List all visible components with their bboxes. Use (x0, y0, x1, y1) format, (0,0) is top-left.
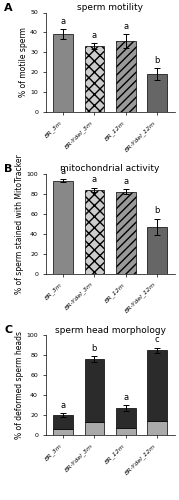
Bar (147, 421, 167, 435)
Bar (53, 429, 73, 435)
Bar (85, 422, 104, 435)
Text: c: c (155, 336, 159, 344)
Y-axis label: % of motile sperm: % of motile sperm (19, 28, 28, 98)
Title: mitochondrial activity: mitochondrial activity (60, 164, 160, 173)
Bar (147, 350, 167, 421)
Bar (85, 360, 104, 422)
Text: B: B (4, 164, 13, 174)
Text: b: b (154, 206, 160, 216)
Title: sperm motility: sperm motility (77, 2, 143, 12)
Bar (116, 192, 136, 274)
Text: C: C (4, 326, 13, 336)
Text: b: b (154, 56, 160, 65)
Text: a: a (60, 167, 66, 176)
Y-axis label: % of deformed sperm heads: % of deformed sperm heads (15, 331, 24, 439)
Bar (147, 226, 167, 274)
Y-axis label: % of sperm stained with MitoTracker: % of sperm stained with MitoTracker (15, 154, 24, 294)
Bar (116, 42, 136, 112)
Bar (85, 46, 104, 112)
Bar (53, 415, 73, 429)
Bar (116, 408, 136, 428)
Text: a: a (123, 392, 128, 402)
Text: a: a (60, 17, 66, 26)
Bar (116, 428, 136, 435)
Text: A: A (4, 2, 13, 12)
Bar (85, 190, 104, 274)
Text: a: a (92, 31, 97, 40)
Bar (53, 34, 73, 112)
Text: a: a (123, 22, 128, 31)
Text: a: a (92, 176, 97, 184)
Bar (147, 74, 167, 112)
Text: b: b (92, 344, 97, 353)
Title: sperm head morphology: sperm head morphology (55, 326, 166, 334)
Bar (53, 181, 73, 274)
Text: a: a (123, 177, 128, 186)
Text: a: a (60, 400, 66, 409)
